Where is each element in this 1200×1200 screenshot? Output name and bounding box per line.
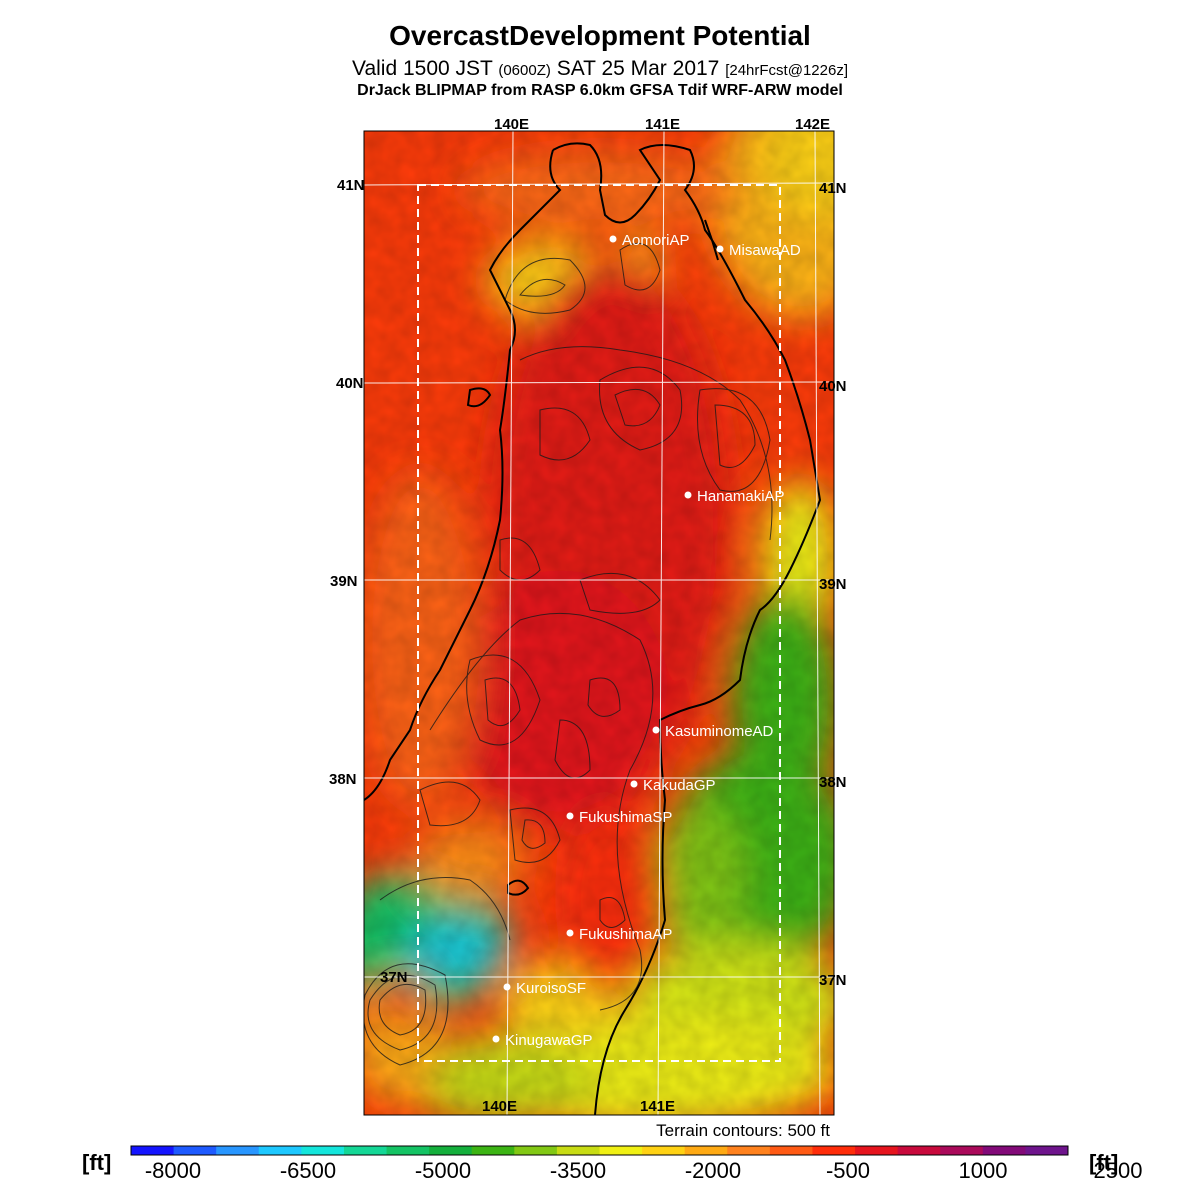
map-subtitle: Valid 1500 JST (0600Z) SAT 25 Mar 2017 [… [0, 57, 1200, 81]
colorbar-swatch [471, 1146, 515, 1155]
site-label-aomoriap: AomoriAP [622, 232, 690, 249]
colorbar-unit-left: [ft] [82, 1150, 112, 1175]
colorbar-tick-label: -3500 [549, 1158, 607, 1183]
model-description: DrJack BLIPMAP from RASP 6.0km GFSA Tdif… [357, 82, 843, 99]
colorbar-swatch [727, 1146, 771, 1155]
lat-label-left-39n: 39N [330, 573, 358, 590]
colorbar-swatch [1025, 1146, 1069, 1155]
colorbar-swatch [301, 1146, 345, 1155]
site-label-misawaad: MisawaAD [729, 242, 801, 259]
utc-time: (0600Z) [498, 62, 551, 79]
lon-label-top-141e: 141E [645, 116, 681, 133]
site-markers: AomoriAP MisawaAD HanamakiAP KasuminomeAD Ka… [492, 232, 801, 1049]
colorbar-swatch [131, 1146, 175, 1155]
colorbar-swatch [769, 1146, 813, 1155]
site-marker-kuroisosf [503, 983, 511, 991]
colorbar-tick-label: -5000 [414, 1158, 472, 1183]
colorbar-tick-label: 2500 [1093, 1158, 1143, 1183]
lon-label-bottom-140e: 140E [482, 1098, 518, 1115]
colorbar-swatch [258, 1146, 302, 1155]
site-label-fukushimaap: FukushimaAP [579, 926, 672, 943]
colorbar-swatch [599, 1146, 643, 1155]
lat-label-left-38n: 38N [329, 771, 357, 788]
colorbar-swatch [642, 1146, 686, 1155]
forecast-info: [24hrFcst@1226z] [725, 62, 848, 79]
colorbar-unit-right: [ft] [1089, 1150, 1119, 1175]
colorbar-border [130, 1145, 1069, 1156]
colorbar-swatch [216, 1146, 260, 1155]
site-label-hanamakiap: HanamakiAP [697, 488, 785, 505]
site-marker-kakudagp [630, 780, 638, 788]
lat-lon-grid [364, 131, 834, 1115]
terrain-contours [364, 242, 773, 1066]
colorbar-swatch [429, 1146, 473, 1155]
site-marker-kasuminomead [652, 726, 660, 734]
lon-label-top-142e: 142E [795, 116, 831, 133]
colorbar-swatch [855, 1146, 899, 1155]
valid-date: SAT 25 Mar 2017 [556, 57, 720, 80]
site-label-kakudagp: KakudaGP [643, 777, 716, 794]
terrain-contour-note: Terrain contours: 500 ft [656, 1121, 830, 1140]
lat-label-right-38n: 38N [819, 774, 847, 791]
map-title: OvercastDevelopment Potential [389, 20, 811, 51]
site-label-kasuminomead: KasuminomeAD [665, 723, 774, 740]
colorbar-swatch [343, 1146, 388, 1155]
lat-label-left-41n: 41N [337, 177, 365, 194]
lon-label-top-140e: 140E [494, 116, 530, 133]
colorbar-tick-label: 1000 [958, 1158, 1008, 1183]
site-label-fukushimasp: FukushimaSP [579, 809, 672, 826]
lat-label-right-39n: 39N [819, 576, 847, 593]
site-marker-misawaad [716, 245, 724, 253]
lat-label-right-37n: 37N [819, 972, 847, 989]
site-marker-hanamakiap [684, 491, 692, 499]
colorbar-tick-label: -8000 [144, 1158, 202, 1183]
colorbar-swatch [940, 1146, 984, 1155]
colorbar-swatch [982, 1146, 1026, 1155]
colorbar-swatch [556, 1146, 600, 1155]
lon-label-bottom-141e: 141E [640, 1098, 676, 1115]
colorbar-swatch [173, 1146, 217, 1155]
colorbar-swatch [514, 1146, 558, 1155]
lat-label-left-40n: 40N [336, 375, 364, 392]
lat-label-left-37n: 37N [380, 969, 408, 986]
colorbar-swatch [897, 1146, 941, 1155]
site-label-kinugawagp: KinugawaGP [505, 1032, 593, 1049]
site-marker-fukushimasp [566, 812, 574, 820]
lat-label-right-41n: 41N [819, 180, 847, 197]
colorbar-tick-label: -500 [825, 1158, 871, 1183]
coastline [364, 142, 822, 1115]
field-layer [364, 131, 834, 1115]
lat-label-right-40n: 40N [819, 378, 847, 395]
map-frame [363, 130, 835, 1116]
valid-time: Valid 1500 JST [352, 57, 493, 80]
site-marker-kinugawagp [492, 1035, 500, 1043]
colorbar-tick-label: -2000 [684, 1158, 742, 1183]
colorbar-tick-label: -6500 [279, 1158, 337, 1183]
colorbar-swatch [386, 1146, 430, 1155]
colorbar-swatch [812, 1146, 856, 1155]
site-marker-aomoriap [609, 235, 617, 243]
colorbar-swatch [684, 1146, 728, 1155]
inner-domain-box [417, 184, 781, 1062]
colorbar [130, 1145, 1069, 1156]
site-label-kuroisosf: KuroisoSF [516, 980, 586, 997]
site-marker-fukushimaap [566, 929, 574, 937]
